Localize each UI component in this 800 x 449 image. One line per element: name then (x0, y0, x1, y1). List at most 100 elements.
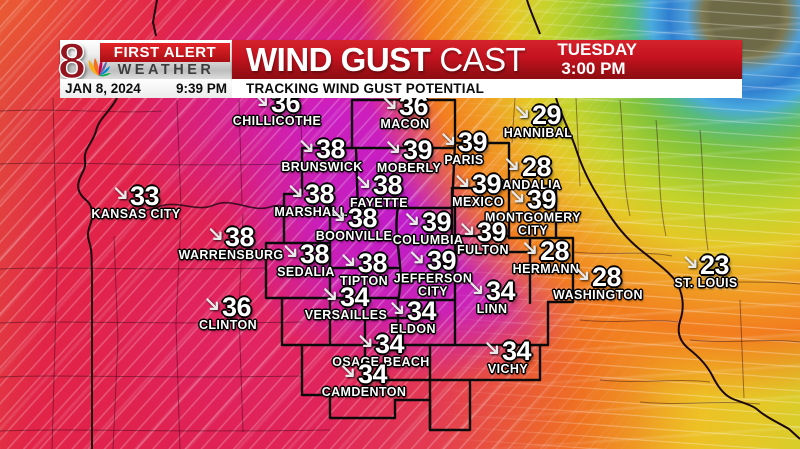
gust-value: 33 (129, 180, 160, 211)
gust-value: 28 (591, 261, 622, 292)
city-label: 39 MEXICO (452, 170, 504, 209)
city-label: 38 MARSHALL (274, 178, 348, 219)
city-name: CHILLICOTHE (232, 113, 322, 128)
gust-value: 28 (539, 235, 570, 266)
city-name: MEXICO (452, 194, 504, 209)
gust-value-row: 28 (553, 261, 643, 292)
wind-arrow-icon (332, 209, 345, 222)
city-label: 29 HANNIBAL (503, 101, 573, 140)
city-label: 33 KANSAS CITY (91, 180, 180, 221)
gust-value: 38 (347, 202, 378, 233)
wind-arrow-icon (406, 213, 419, 226)
gust-value-row: 39 (457, 218, 509, 246)
gust-value: 34 (485, 275, 516, 306)
gust-value: 23 (699, 249, 730, 280)
city-name: JEFFERSON CITY (393, 271, 473, 299)
city-label: 39 FULTON (457, 218, 509, 257)
wind-arrow-icon (684, 256, 697, 269)
city-name: CAMDENTON (321, 384, 407, 399)
gust-value-row: 34 (305, 283, 388, 311)
city-label: 23 ST. LOUIS (674, 249, 737, 290)
city-name: FULTON (457, 242, 509, 257)
gust-value-row: 36 (199, 293, 257, 321)
city-label: 39 COLUMBIA (393, 208, 464, 247)
gust-value: 38 (315, 133, 346, 164)
nbc-peacock-icon (88, 58, 111, 77)
gust-value-row: 39 (377, 134, 441, 165)
wind-arrow-icon (324, 288, 337, 301)
gust-value: 34 (501, 335, 532, 366)
wind-arrow-icon (516, 106, 529, 119)
gust-value: 34 (406, 295, 437, 326)
city-name: MACON (380, 116, 430, 131)
city-name: BRUNSWICK (281, 159, 363, 174)
gust-value-row: 23 (674, 249, 737, 280)
city-name: SEDALIA (277, 264, 335, 279)
graphic-title: WIND GUST (246, 40, 431, 78)
wind-arrow-icon (284, 245, 297, 258)
gust-value-row: 39 (441, 128, 488, 156)
city-label: 34 VERSAILLES (305, 283, 388, 322)
wind-arrow-icon (359, 335, 372, 348)
city-name: VICHY (487, 361, 529, 376)
wind-arrow-icon (206, 298, 219, 311)
gust-value-row: 38 (277, 238, 335, 269)
city-name: HERMANN (512, 261, 580, 276)
gust-value: 38 (304, 178, 335, 209)
gust-value-row: 34 (332, 330, 429, 358)
wind-arrow-icon (289, 185, 302, 198)
wind-arrow-icon (387, 141, 400, 154)
city-name: PARIS (444, 152, 484, 167)
wind-arrow-icon (524, 242, 537, 255)
gust-value: 28 (521, 151, 552, 182)
city-label: 38 TIPTON (339, 249, 389, 288)
wind-arrow-icon (383, 97, 396, 110)
city-name: WARRENSBURG (178, 247, 284, 262)
gust-value-row: 29 (504, 101, 572, 129)
city-name: HANNIBAL (503, 125, 573, 140)
gust-value-row: 34 (390, 295, 437, 326)
city-label: 34 ELDON (390, 295, 437, 336)
wind-arrow-icon (511, 190, 524, 203)
wind-arrow-icon (461, 223, 474, 236)
wind-arrow-icon (391, 302, 404, 315)
city-label: 38 WARRENSBURG (178, 223, 284, 262)
city-label: 39 MOBERLY (377, 134, 441, 175)
wind-arrow-icon (114, 187, 127, 200)
gust-value-row: 38 (178, 223, 283, 251)
gust-value: 38 (299, 238, 330, 269)
city-name: VANDALIA (494, 177, 562, 192)
city-name: CLINTON (198, 317, 258, 332)
tagline-text: TRACKING WIND GUST POTENTIAL (246, 81, 485, 96)
city-label: 38 FAYETTE (350, 171, 408, 210)
city-label: 36 CLINTON (198, 293, 258, 332)
current-date: JAN 8, 2024 (65, 81, 141, 96)
city-label: 34 LINN (469, 275, 516, 316)
city-name: TIPTON (339, 273, 389, 288)
gust-value-row: 34 (469, 275, 516, 306)
gust-value-row: 39 (394, 247, 473, 274)
gust-value: 39 (402, 134, 433, 165)
city-label: 28 HERMANN (512, 235, 580, 276)
graphic-title-suffix: CAST (439, 40, 526, 78)
city-label: 34 CAMDENTON (321, 358, 407, 399)
city-name: BOONVILLE (315, 228, 393, 243)
gust-value: 34 (357, 358, 388, 389)
valid-time: 3:00 PM (561, 58, 626, 78)
city-name: FAYETTE (350, 195, 408, 210)
first-alert-banner: FIRST ALERT (100, 43, 230, 62)
gust-value-row: 38 (281, 133, 362, 164)
gust-value-row: 38 (316, 202, 393, 233)
wind-arrow-icon (470, 282, 483, 295)
station-logo-block: 8 FIRST ALERT WEATHER (57, 32, 232, 90)
city-label: 39 JEFFERSON CITY (394, 247, 473, 298)
wind-arrow-icon (506, 158, 519, 171)
datetime-strip: JAN 8, 2024 9:39 PM (60, 79, 232, 98)
city-name: MARSHALL (274, 204, 348, 219)
city-label: 36 MACON (380, 92, 430, 131)
city-name: MONTGOMERY CITY (485, 210, 581, 238)
gust-value-row: 39 (452, 170, 504, 198)
